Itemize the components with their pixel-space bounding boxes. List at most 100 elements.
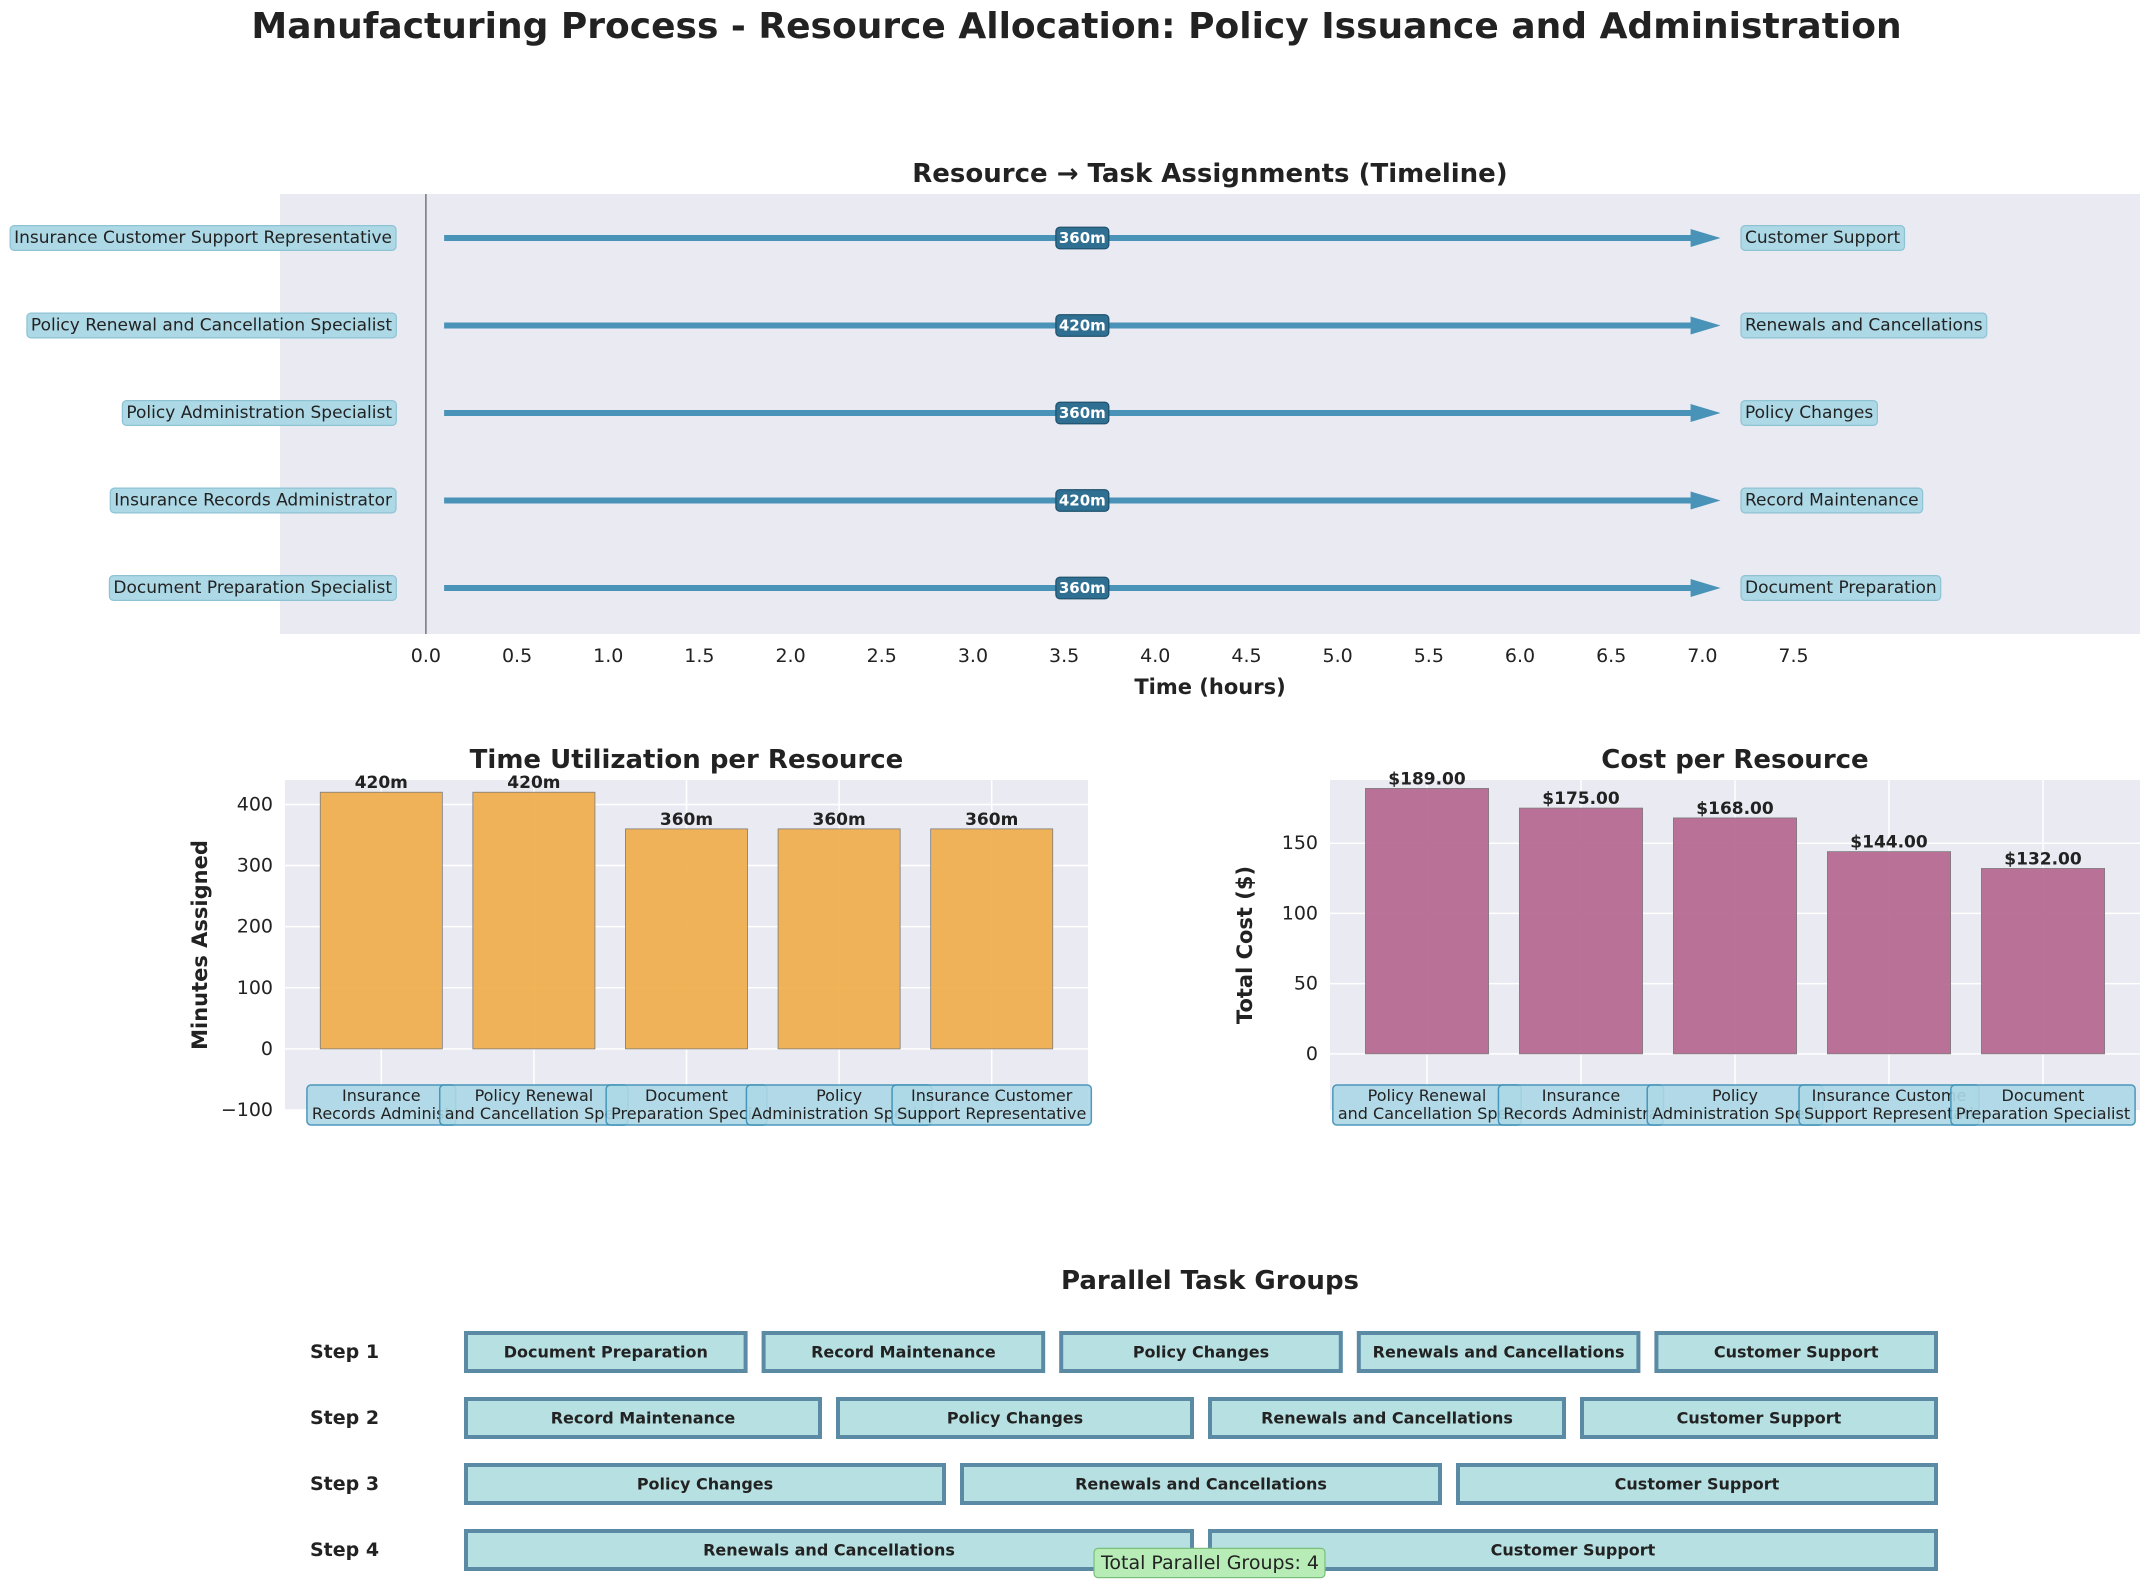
assignment-arrowhead	[1690, 316, 1721, 335]
task-group-box	[1580, 1397, 1938, 1439]
task-group-label: Renewals and Cancellations	[1261, 1409, 1513, 1428]
task-label-box	[1740, 400, 1878, 427]
resource-label-box	[109, 487, 397, 514]
cost-category-box	[1646, 1084, 1824, 1126]
assignment-arrowhead	[1690, 491, 1721, 510]
task-group-box	[1208, 1529, 1938, 1571]
task-group-label: Record Maintenance	[811, 1343, 996, 1362]
task-group-label: Record Maintenance	[551, 1409, 736, 1428]
timeline-x-tick: 3.5	[1049, 645, 1079, 667]
timeline-title: Resource → Task Assignments (Timeline)	[912, 159, 1507, 189]
duration-label-box	[1055, 401, 1110, 425]
timeline-x-tick: 6.0	[1505, 645, 1535, 667]
task-group-box	[1654, 1331, 1939, 1373]
task-group-box	[464, 1529, 1194, 1571]
task-group-label: Document Preparation	[504, 1343, 708, 1362]
timeline-x-tick: 4.5	[1231, 645, 1261, 667]
time-category-box	[306, 1084, 457, 1126]
cost-bar	[1827, 851, 1952, 1055]
time-category-label: and Cancellation Spec	[445, 1104, 623, 1123]
cost-category-label: Insurance	[1542, 1086, 1621, 1105]
timeline-x-tick: 1.5	[684, 645, 714, 667]
time-bar	[319, 791, 443, 1050]
resource-label: Insurance Customer Support Representativ…	[14, 228, 392, 248]
task-group-label: Renewals and Cancellations	[703, 1541, 955, 1560]
time-value-label: 360m	[660, 810, 713, 830]
groups-title: Parallel Task Groups	[1061, 1266, 1359, 1296]
cost-category-box	[1950, 1084, 2136, 1126]
time-category-box	[438, 1084, 629, 1126]
task-group-box	[1059, 1331, 1343, 1373]
cost-y-tick: 100	[1282, 902, 1318, 924]
task-label-box	[1740, 574, 1942, 601]
resource-label: Document Preparation Specialist	[113, 578, 392, 598]
resource-label: Policy Administration Specialist	[126, 403, 392, 423]
duration-label: 360m	[1059, 579, 1106, 597]
assignment-arrowhead	[1690, 579, 1721, 597]
duration-label-group: 360m	[1055, 226, 1110, 250]
resource-label-group: Policy Renewal and Cancellation Speciali…	[26, 312, 397, 339]
resource-label: Insurance Records Administrator	[114, 491, 392, 511]
time-category-label: Insurance Customer	[911, 1086, 1073, 1105]
timeline-x-tick: 0.5	[502, 645, 532, 667]
cost-category-box	[1798, 1084, 1980, 1126]
step-label: Step 3	[310, 1473, 379, 1495]
task-group-box	[836, 1397, 1194, 1439]
duration-label-group: 360m	[1055, 576, 1110, 600]
time-category-label: Administration Specia	[751, 1104, 926, 1123]
cost-category-label: Policy	[1712, 1086, 1758, 1105]
task-label-group: Policy Changes	[1740, 400, 1878, 427]
cost-value-label: $189.00	[1388, 769, 1466, 789]
time-value-label: 420m	[507, 773, 560, 793]
timeline-x-tick: 2.5	[867, 645, 897, 667]
timeline-x-tick: 2.0	[775, 645, 805, 667]
time-plot-area	[285, 780, 1088, 1110]
resource-label-group: Policy Administration Specialist	[121, 400, 397, 427]
resource-label: Policy Renewal and Cancellation Speciali…	[31, 316, 392, 336]
timeline-x-tick: 5.5	[1414, 645, 1444, 667]
cost-y-tick: 50	[1294, 973, 1318, 995]
task-group-box	[464, 1463, 946, 1505]
cost-title: Cost per Resource	[1601, 745, 1868, 775]
assignment-arrowhead	[1690, 404, 1721, 422]
cost-bar	[1673, 817, 1798, 1055]
timeline-x-tick: 7.0	[1687, 645, 1717, 667]
resource-label-box	[121, 400, 397, 427]
time-value-label: 420m	[355, 773, 408, 793]
step-label: Step 4	[310, 1539, 379, 1561]
cost-value-label: $175.00	[1542, 789, 1620, 809]
task-group-label: Customer Support	[1491, 1541, 1656, 1560]
task-group-box	[464, 1331, 748, 1373]
time-bar	[472, 791, 596, 1050]
timeline-x-tick: 1.0	[593, 645, 623, 667]
cost-bar	[1519, 807, 1644, 1055]
assignment-arrowhead	[1690, 229, 1721, 247]
cost-category-box	[1497, 1084, 1665, 1126]
time-category-label: Support Representative	[897, 1104, 1086, 1123]
resource-label-group: Document Preparation Specialist	[108, 574, 397, 601]
cost-category-box	[1332, 1084, 1522, 1126]
resource-label-box	[108, 574, 397, 601]
time-category-label: Preparation Specia	[611, 1104, 762, 1123]
time-value-label: 360m	[812, 810, 865, 830]
time-category-box	[891, 1084, 1093, 1126]
cost-plot-area	[1330, 780, 2140, 1110]
total-groups-label-box	[1093, 1547, 1326, 1579]
cost-value-label: $144.00	[1850, 833, 1928, 853]
time-category-box	[745, 1084, 933, 1126]
task-group-label: Policy Changes	[1133, 1343, 1269, 1362]
time-y-axis-label: Minutes Assigned	[188, 840, 212, 1050]
task-label-group: Renewals and Cancellations	[1740, 312, 1988, 339]
task-group-box	[960, 1463, 1442, 1505]
cost-category-label: Document	[2002, 1086, 2085, 1105]
task-label-box	[1740, 225, 1906, 252]
cost-y-tick: 0	[1306, 1043, 1318, 1065]
duration-label-group: 420m	[1055, 489, 1110, 512]
task-group-label: Customer Support	[1677, 1409, 1842, 1428]
task-label-box	[1740, 312, 1988, 339]
